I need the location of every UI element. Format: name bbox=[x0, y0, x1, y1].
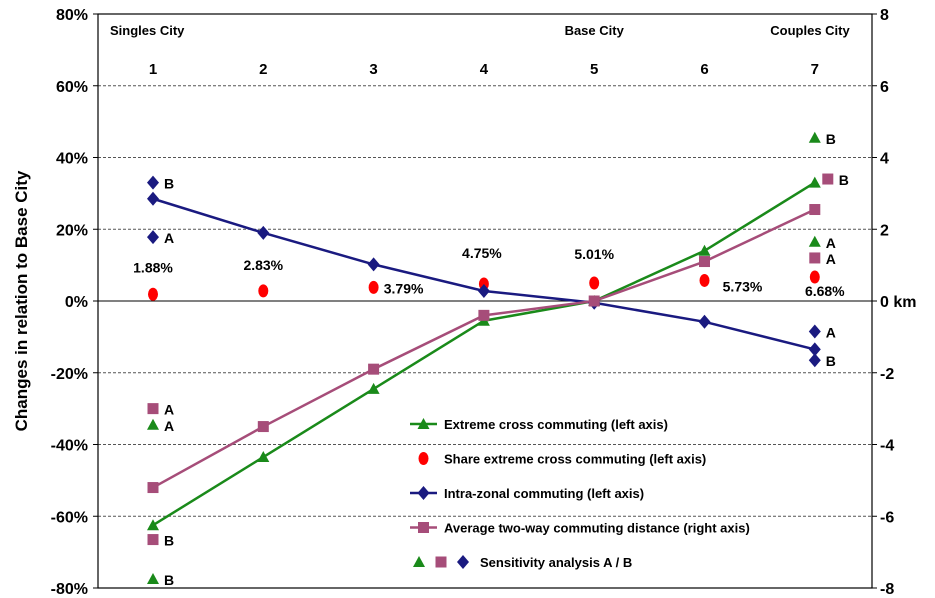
data-point bbox=[147, 519, 159, 531]
data-label: 4.75% bbox=[462, 245, 502, 261]
data-point bbox=[809, 270, 820, 284]
sensitivity-point bbox=[808, 235, 821, 247]
right-tick-label: -8 bbox=[880, 581, 894, 598]
sensitivity-point bbox=[822, 173, 834, 185]
left-tick-label: -60% bbox=[51, 509, 88, 526]
left-tick-label: 40% bbox=[56, 151, 88, 168]
right-tick-label: 8 bbox=[880, 7, 889, 24]
right-tick-label: 6 bbox=[880, 79, 889, 96]
data-point bbox=[809, 204, 821, 216]
sensitivity-point bbox=[809, 252, 821, 264]
data-point bbox=[258, 284, 269, 298]
category-label: 7 bbox=[811, 61, 819, 78]
series-line bbox=[152, 197, 816, 351]
data-point bbox=[368, 280, 379, 294]
right-tick-label: 4 bbox=[880, 151, 889, 168]
data-point bbox=[478, 309, 490, 321]
legend-label: Sensitivity analysis A / B bbox=[480, 555, 632, 570]
legend-label: Average two-way commuting distance (righ… bbox=[444, 521, 750, 536]
data-point bbox=[367, 382, 380, 394]
series-line bbox=[152, 181, 816, 527]
legend-marker bbox=[418, 522, 429, 533]
legend-marker bbox=[435, 556, 447, 568]
sensitivity-label: B bbox=[839, 172, 849, 188]
y-axis-title: Changes in relation to Base City bbox=[12, 170, 31, 431]
data-point bbox=[257, 421, 269, 433]
right-tick-label: -6 bbox=[880, 509, 894, 526]
sensitivity-point bbox=[808, 324, 821, 339]
data-point bbox=[589, 276, 600, 290]
data-label: 6.68% bbox=[805, 283, 845, 299]
sensitivity-label: B bbox=[164, 176, 174, 192]
data-point bbox=[699, 256, 710, 268]
left-tick-label: 80% bbox=[56, 7, 88, 24]
legend-label: Share extreme cross commuting (left axis… bbox=[444, 452, 706, 467]
sensitivity-point bbox=[147, 534, 159, 546]
sensitivity-point bbox=[147, 175, 159, 190]
legend-marker bbox=[417, 486, 430, 500]
data-label: 1.88% bbox=[133, 259, 173, 275]
sensitivity-label: B bbox=[164, 572, 174, 588]
legend-marker bbox=[417, 418, 430, 429]
data-point bbox=[808, 342, 821, 357]
data-point bbox=[808, 176, 821, 188]
category-label: 2 bbox=[259, 61, 267, 78]
sensitivity-label: A bbox=[826, 235, 836, 251]
sensitivity-label: B bbox=[826, 131, 836, 147]
right-tick-label: 0 km bbox=[880, 294, 916, 311]
data-point bbox=[699, 273, 710, 287]
category-label: 5 bbox=[590, 61, 598, 78]
right-tick-label: -2 bbox=[880, 366, 894, 383]
data-point bbox=[257, 451, 270, 463]
top-label: Couples City bbox=[770, 23, 850, 38]
sensitivity-point bbox=[808, 353, 821, 368]
top-label: Singles City bbox=[110, 23, 185, 38]
data-point bbox=[147, 482, 159, 494]
right-tick-label: -4 bbox=[880, 438, 894, 455]
left-tick-label: -40% bbox=[51, 438, 88, 455]
category-label: 6 bbox=[700, 61, 708, 78]
data-point bbox=[147, 191, 159, 206]
sensitivity-point bbox=[147, 573, 159, 585]
category-label: 4 bbox=[480, 61, 489, 78]
data-point bbox=[148, 287, 158, 301]
data-point bbox=[477, 283, 490, 298]
left-tick-label: -20% bbox=[51, 366, 88, 383]
left-tick-label: -80% bbox=[51, 581, 88, 598]
legend-label: Intra-zonal commuting (left axis) bbox=[444, 486, 644, 501]
data-point bbox=[698, 314, 711, 329]
sensitivity-point bbox=[808, 131, 821, 143]
right-tick-label: 2 bbox=[880, 222, 889, 239]
legend-marker bbox=[457, 555, 469, 569]
data-point bbox=[257, 225, 270, 240]
sensitivity-point bbox=[147, 418, 159, 430]
left-tick-label: 20% bbox=[56, 222, 88, 239]
sensitivity-label: A bbox=[826, 324, 836, 340]
data-point bbox=[588, 295, 600, 307]
category-label: 1 bbox=[149, 61, 157, 78]
legend-marker bbox=[413, 556, 425, 567]
data-label: 2.83% bbox=[243, 257, 283, 273]
data-label: 5.73% bbox=[723, 278, 763, 294]
data-point bbox=[698, 244, 711, 256]
data-label: 3.79% bbox=[384, 280, 424, 296]
legend-label: Extreme cross commuting (left axis) bbox=[444, 417, 668, 432]
sensitivity-label: A bbox=[164, 402, 174, 418]
sensitivity-point bbox=[147, 403, 159, 415]
legend-marker bbox=[418, 452, 429, 465]
sensitivity-label: A bbox=[164, 418, 174, 434]
top-label: Base City bbox=[565, 23, 625, 38]
sensitivity-label: B bbox=[826, 353, 836, 369]
data-point bbox=[367, 257, 380, 272]
left-tick-label: 60% bbox=[56, 79, 88, 96]
sensitivity-point bbox=[147, 230, 159, 245]
data-label: 5.01% bbox=[574, 246, 614, 262]
sensitivity-label: A bbox=[826, 251, 836, 267]
sensitivity-label: A bbox=[164, 230, 174, 246]
category-label: 3 bbox=[369, 61, 377, 78]
left-tick-label: 0% bbox=[65, 294, 88, 311]
data-point bbox=[368, 363, 380, 375]
sensitivity-label: B bbox=[164, 533, 174, 549]
